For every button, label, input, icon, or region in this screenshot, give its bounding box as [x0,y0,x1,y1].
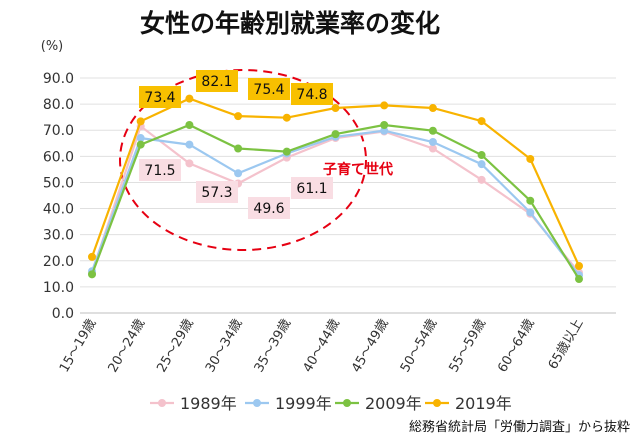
top-value-label-box [248,78,290,100]
data-point [477,151,486,160]
legend-label: 2009年 [365,394,422,413]
data-point [88,270,96,279]
y-axis-ticks: 0.0 10.0 20.0 30.0 40.0 50.0 60.0 70.0 80.0 90.0 [43,71,74,322]
data-point [136,134,145,143]
data-point [428,126,437,135]
legend-marker [158,399,166,407]
data-point [185,159,194,168]
bottom-value-label-box [139,159,181,181]
legend-marker [433,399,441,407]
series-2009年 [88,121,583,284]
bottom-value-label-box [196,181,238,203]
grid-lines [80,77,616,314]
x-tick-label: 65歳以上 [546,317,587,373]
data-point [88,252,96,261]
data-labels: 73.4 82.1 75.4 74.8 71.5 57.3 49.6 61.1 [139,70,333,219]
data-point [526,154,535,163]
series-1999年 [88,126,583,280]
x-tick-label: 40～44歳 [300,317,343,376]
legend-marker [343,399,351,407]
legend: 1989年 1999年 2009年 2019年 [150,394,512,413]
y-tick-label: 30.0 [43,228,74,244]
series-lines [88,94,583,284]
series-line [90,129,580,276]
y-tick-label: 40.0 [43,202,74,218]
y-tick-label: 60.0 [43,149,74,165]
data-point [428,137,437,146]
x-tick-label: 55～59歳 [447,316,490,375]
top-value-label: 82.1 [201,74,232,90]
bottom-value-label: 49.6 [253,201,284,217]
bottom-value-label-box [291,177,333,199]
data-point [380,101,389,110]
x-tick-label: 25～29歳 [154,317,197,376]
data-point [477,160,486,169]
top-value-label: 73.4 [144,90,175,106]
x-tick-label: 20～24歳 [106,317,149,376]
data-point [428,144,437,153]
legend-marker [253,399,261,407]
bottom-value-label: 61.1 [296,181,327,197]
data-point [526,196,535,205]
x-tick-label: 60～64歳 [495,317,538,376]
y-tick-label: 20.0 [43,254,74,270]
top-value-label-box [291,83,333,105]
data-point [185,140,194,149]
x-tick-label: 35～39歳 [252,317,295,376]
data-point [282,113,291,122]
data-point [575,262,583,270]
series-1989年 [88,122,583,277]
source-note: 総務省統計局「労働力調査」から抜粋 [409,419,630,435]
data-point [234,144,243,153]
data-point [575,275,583,284]
data-point [234,169,243,178]
top-value-label-box [196,70,238,92]
y-tick-label: 10.0 [43,280,74,296]
series-line [90,124,580,274]
y-tick-label: 70.0 [43,123,74,139]
highlight-label: 子育て世代 [323,161,393,178]
x-tick-label: 50～54歳 [398,317,441,376]
x-axis-ticks: 15～19歳 20～24歳 25～29歳 30～34歳 35～39歳 40～44歳 45～4… [57,316,587,375]
bottom-value-label: 71.5 [144,163,175,179]
data-point [428,104,437,113]
y-tick-label: 0.0 [52,306,74,322]
data-point [477,117,486,126]
x-tick-label: 15～19歳 [57,317,100,376]
bottom-value-label: 57.3 [201,185,232,201]
x-tick-label: 30～34歳 [203,317,246,376]
y-tick-label: 90.0 [43,71,74,87]
top-value-label-box [139,86,181,108]
legend-label: 2019年 [455,394,512,413]
data-point [477,175,486,184]
data-point [234,112,243,121]
x-tick-label: 45～49歳 [349,317,392,376]
data-point [380,126,389,135]
bottom-value-label-box [248,197,290,219]
data-point [136,140,145,149]
legend-label: 1999年 [275,394,332,413]
data-point [282,147,291,156]
top-value-label: 74.8 [296,87,327,103]
data-point [331,130,340,139]
data-point [185,121,194,129]
data-point [331,104,340,113]
data-point [380,121,389,129]
data-point [136,117,145,126]
series-line [90,123,580,280]
y-tick-label: 50.0 [43,175,74,191]
data-point [526,208,535,217]
data-point [185,94,194,103]
top-value-label: 75.4 [253,82,284,98]
legend-label: 1989年 [180,394,237,413]
chart-title: 女性の年齢別就業率の変化 [140,9,440,38]
highlight-ellipse [119,69,367,251]
y-axis-unit: (%) [41,39,64,54]
y-tick-label: 80.0 [43,97,74,113]
